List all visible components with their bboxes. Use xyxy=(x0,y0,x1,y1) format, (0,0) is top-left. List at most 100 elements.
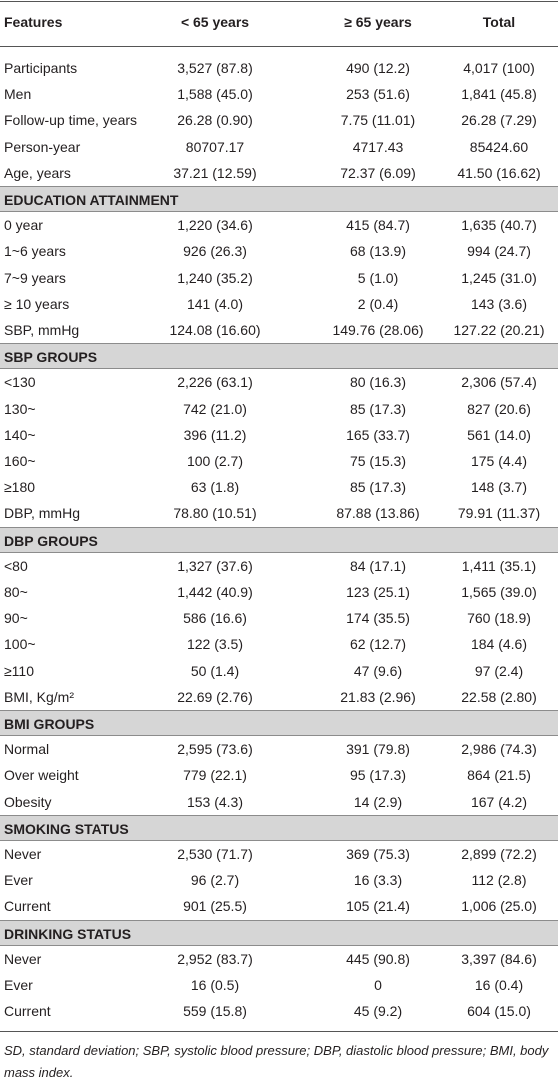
table-cell: <80 xyxy=(4,557,28,574)
table-cell: 2,899 (72.2) xyxy=(461,846,537,862)
table-cell: 1,220 (34.6) xyxy=(177,217,253,234)
table-cell: 175 (4.4) xyxy=(470,453,528,469)
table-cell: 68 (13.9) xyxy=(349,243,407,260)
table-cell: 4,017 (100) xyxy=(463,60,535,76)
table-cell: 165 (33.7) xyxy=(346,426,410,443)
table-cell: 0 year xyxy=(4,217,43,234)
table-cell: Current xyxy=(4,1003,51,1020)
table-cell: 75 (15.3) xyxy=(349,453,407,469)
table-cell: 105 (21.4) xyxy=(346,898,410,915)
table-cell: 78.80 (10.51) xyxy=(173,505,257,522)
table-cell: Obesity xyxy=(4,793,52,810)
table-cell: 396 (11.2) xyxy=(183,426,247,443)
table-cell: 112 (2.8) xyxy=(471,872,527,889)
table-cell: 2,595 (73.6) xyxy=(177,741,253,758)
table-cell: 1,841 (45.8) xyxy=(461,86,537,103)
table-cell: 1,635 (40.7) xyxy=(461,217,537,234)
table-cell: Men xyxy=(4,86,32,103)
table-cell: 100 (2.7) xyxy=(186,453,244,469)
table-cell: 148 (3.7) xyxy=(470,479,528,496)
table-row: Never 2,952 (83.7) 445 (90.8) 3,397 (84.6) xyxy=(0,946,558,972)
table-cell: 97 (2.4) xyxy=(474,662,524,679)
section-label: SMOKING STATUS xyxy=(4,820,129,837)
table-cell: 760 (18.9) xyxy=(467,610,531,627)
table-cell: 84 (17.1) xyxy=(349,557,407,574)
table-cell: 160~ xyxy=(4,453,36,469)
table-cell: 21.83 (2.96) xyxy=(340,688,416,705)
table-cell: 16 (3.3) xyxy=(353,872,403,889)
table-cell: 586 (16.6) xyxy=(183,610,247,627)
table-cell: 415 (84.7) xyxy=(346,217,410,234)
table-row: Obesity 153 (4.3) 14 (2.9) 167 (4.2) xyxy=(0,789,558,815)
table-cell: 2,306 (57.4) xyxy=(461,374,537,391)
section-row: EDUCATION ATTAINMENT xyxy=(0,186,558,213)
table-cell: 2,226 (63.1) xyxy=(177,374,253,391)
table-cell: 72.37 (6.09) xyxy=(340,164,416,181)
table-cell: 1,327 (37.6) xyxy=(177,557,253,574)
table-cell: ≥ 10 years xyxy=(4,295,70,312)
top-rule xyxy=(0,1,558,2)
table-cell: 445 (90.8) xyxy=(346,950,410,967)
table-cell: 3,527 (87.8) xyxy=(177,60,253,76)
table-cell: ≥110 xyxy=(4,662,35,679)
table-cell: 41.50 (16.62) xyxy=(457,164,541,181)
table-row: SBP, mmHg 124.08 (16.60) 149.76 (28.06) 127… xyxy=(0,317,558,343)
table-row: Ever 16 (0.5) 0 16 (0.4) xyxy=(0,972,558,998)
section-label: EDUCATION ATTAINMENT xyxy=(4,192,179,208)
table-row: 0 year 1,220 (34.6) 415 (84.7) 1,635 (40.7) xyxy=(0,212,558,238)
table-row: 140~ 396 (11.2) 165 (33.7) 561 (14.0) xyxy=(0,422,558,448)
table-cell: DBP, mmHg xyxy=(4,505,80,522)
table-cell: 62 (12.7) xyxy=(349,636,407,653)
table-row: 100~ 122 (3.5) 62 (12.7) 184 (4.6) xyxy=(0,631,558,657)
section-row: DRINKING STATUS xyxy=(0,919,558,946)
section-row: SMOKING STATUS xyxy=(0,814,558,841)
table-cell: 2,952 (83.7) xyxy=(177,950,253,967)
section-label: DBP GROUPS xyxy=(4,532,98,549)
table-cell: 1,006 (25.0) xyxy=(461,898,537,915)
table-cell: 14 (2.9) xyxy=(353,793,403,810)
table-cell: 124.08 (16.60) xyxy=(169,322,261,338)
table-cell: 141 (4.0) xyxy=(186,295,244,312)
table-cell: 561 (14.0) xyxy=(467,426,531,443)
table-cell: 87.88 (13.86) xyxy=(336,505,420,522)
table-row: Participants 3,527 (87.8) 490 (12.2) 4,017 … xyxy=(0,55,558,81)
table-cell: 1,565 (39.0) xyxy=(461,584,537,600)
table-cell: 3,397 (84.6) xyxy=(461,950,537,967)
section-label: BMI GROUPS xyxy=(4,716,95,732)
table-cell: <130 xyxy=(4,374,36,391)
table-cell: 174 (35.5) xyxy=(346,610,410,627)
table-row: ≥180 63 (1.8) 85 (17.3) 148 (3.7) xyxy=(0,474,558,500)
table-cell: 926 (26.3) xyxy=(183,243,247,260)
section-label: DRINKING STATUS xyxy=(4,925,132,942)
table-row: ≥ 10 years 141 (4.0) 2 (0.4) 143 (3.6) xyxy=(0,291,558,317)
table-row: <130 2,226 (63.1) 80 (16.3) 2,306 (57.4) xyxy=(0,369,558,395)
table-cell: 50 (1.4) xyxy=(190,662,240,679)
table-cell: 90~ xyxy=(4,610,28,627)
table-cell: 1,442 (40.9) xyxy=(177,584,253,600)
table-cell: 184 (4.6) xyxy=(470,636,528,653)
table-cell: 779 (22.1) xyxy=(183,767,247,784)
table-cell: 1,588 (45.0) xyxy=(177,86,253,103)
table-row: 7~9 years 1,240 (35.2) 5 (1.0) 1,245 (31.0) xyxy=(0,265,558,291)
table-cell: 80 (16.3) xyxy=(349,374,407,391)
table-cell: 80~ xyxy=(4,584,28,600)
table-cell: 80707.17 xyxy=(185,138,245,155)
table-cell: 22.58 (2.80) xyxy=(461,688,537,705)
table-cell: 26.28 (7.29) xyxy=(461,112,537,129)
section-row: BMI GROUPS xyxy=(0,710,558,737)
table-cell: 153 (4.3) xyxy=(186,793,244,810)
table-row: Current 559 (15.8) 45 (9.2) 604 (15.0) xyxy=(0,998,558,1024)
footnote: SD, standard deviation; SBP, systolic bl… xyxy=(4,1043,549,1080)
table-cell: Age, years xyxy=(4,164,71,181)
table-cell: 391 (79.8) xyxy=(346,741,410,758)
table-cell: 140~ xyxy=(4,426,36,443)
table-row: Normal 2,595 (73.6) 391 (79.8) 2,986 (74.3) xyxy=(0,736,558,762)
table-cell: 864 (21.5) xyxy=(467,767,531,784)
table-row: Men 1,588 (45.0) 253 (51.6) 1,841 (45.8) xyxy=(0,81,558,107)
table-cell: 1,411 (35.1) xyxy=(461,557,537,574)
table-cell: 490 (12.2) xyxy=(346,60,410,76)
table-cell: 7.75 (11.01) xyxy=(340,112,416,129)
header-cell: ≥ 65 years xyxy=(344,14,412,30)
table-row: 80~ 1,442 (40.9) 123 (25.1) 1,565 (39.0) xyxy=(0,579,558,605)
table-cell: 5 (1.0) xyxy=(357,269,399,286)
